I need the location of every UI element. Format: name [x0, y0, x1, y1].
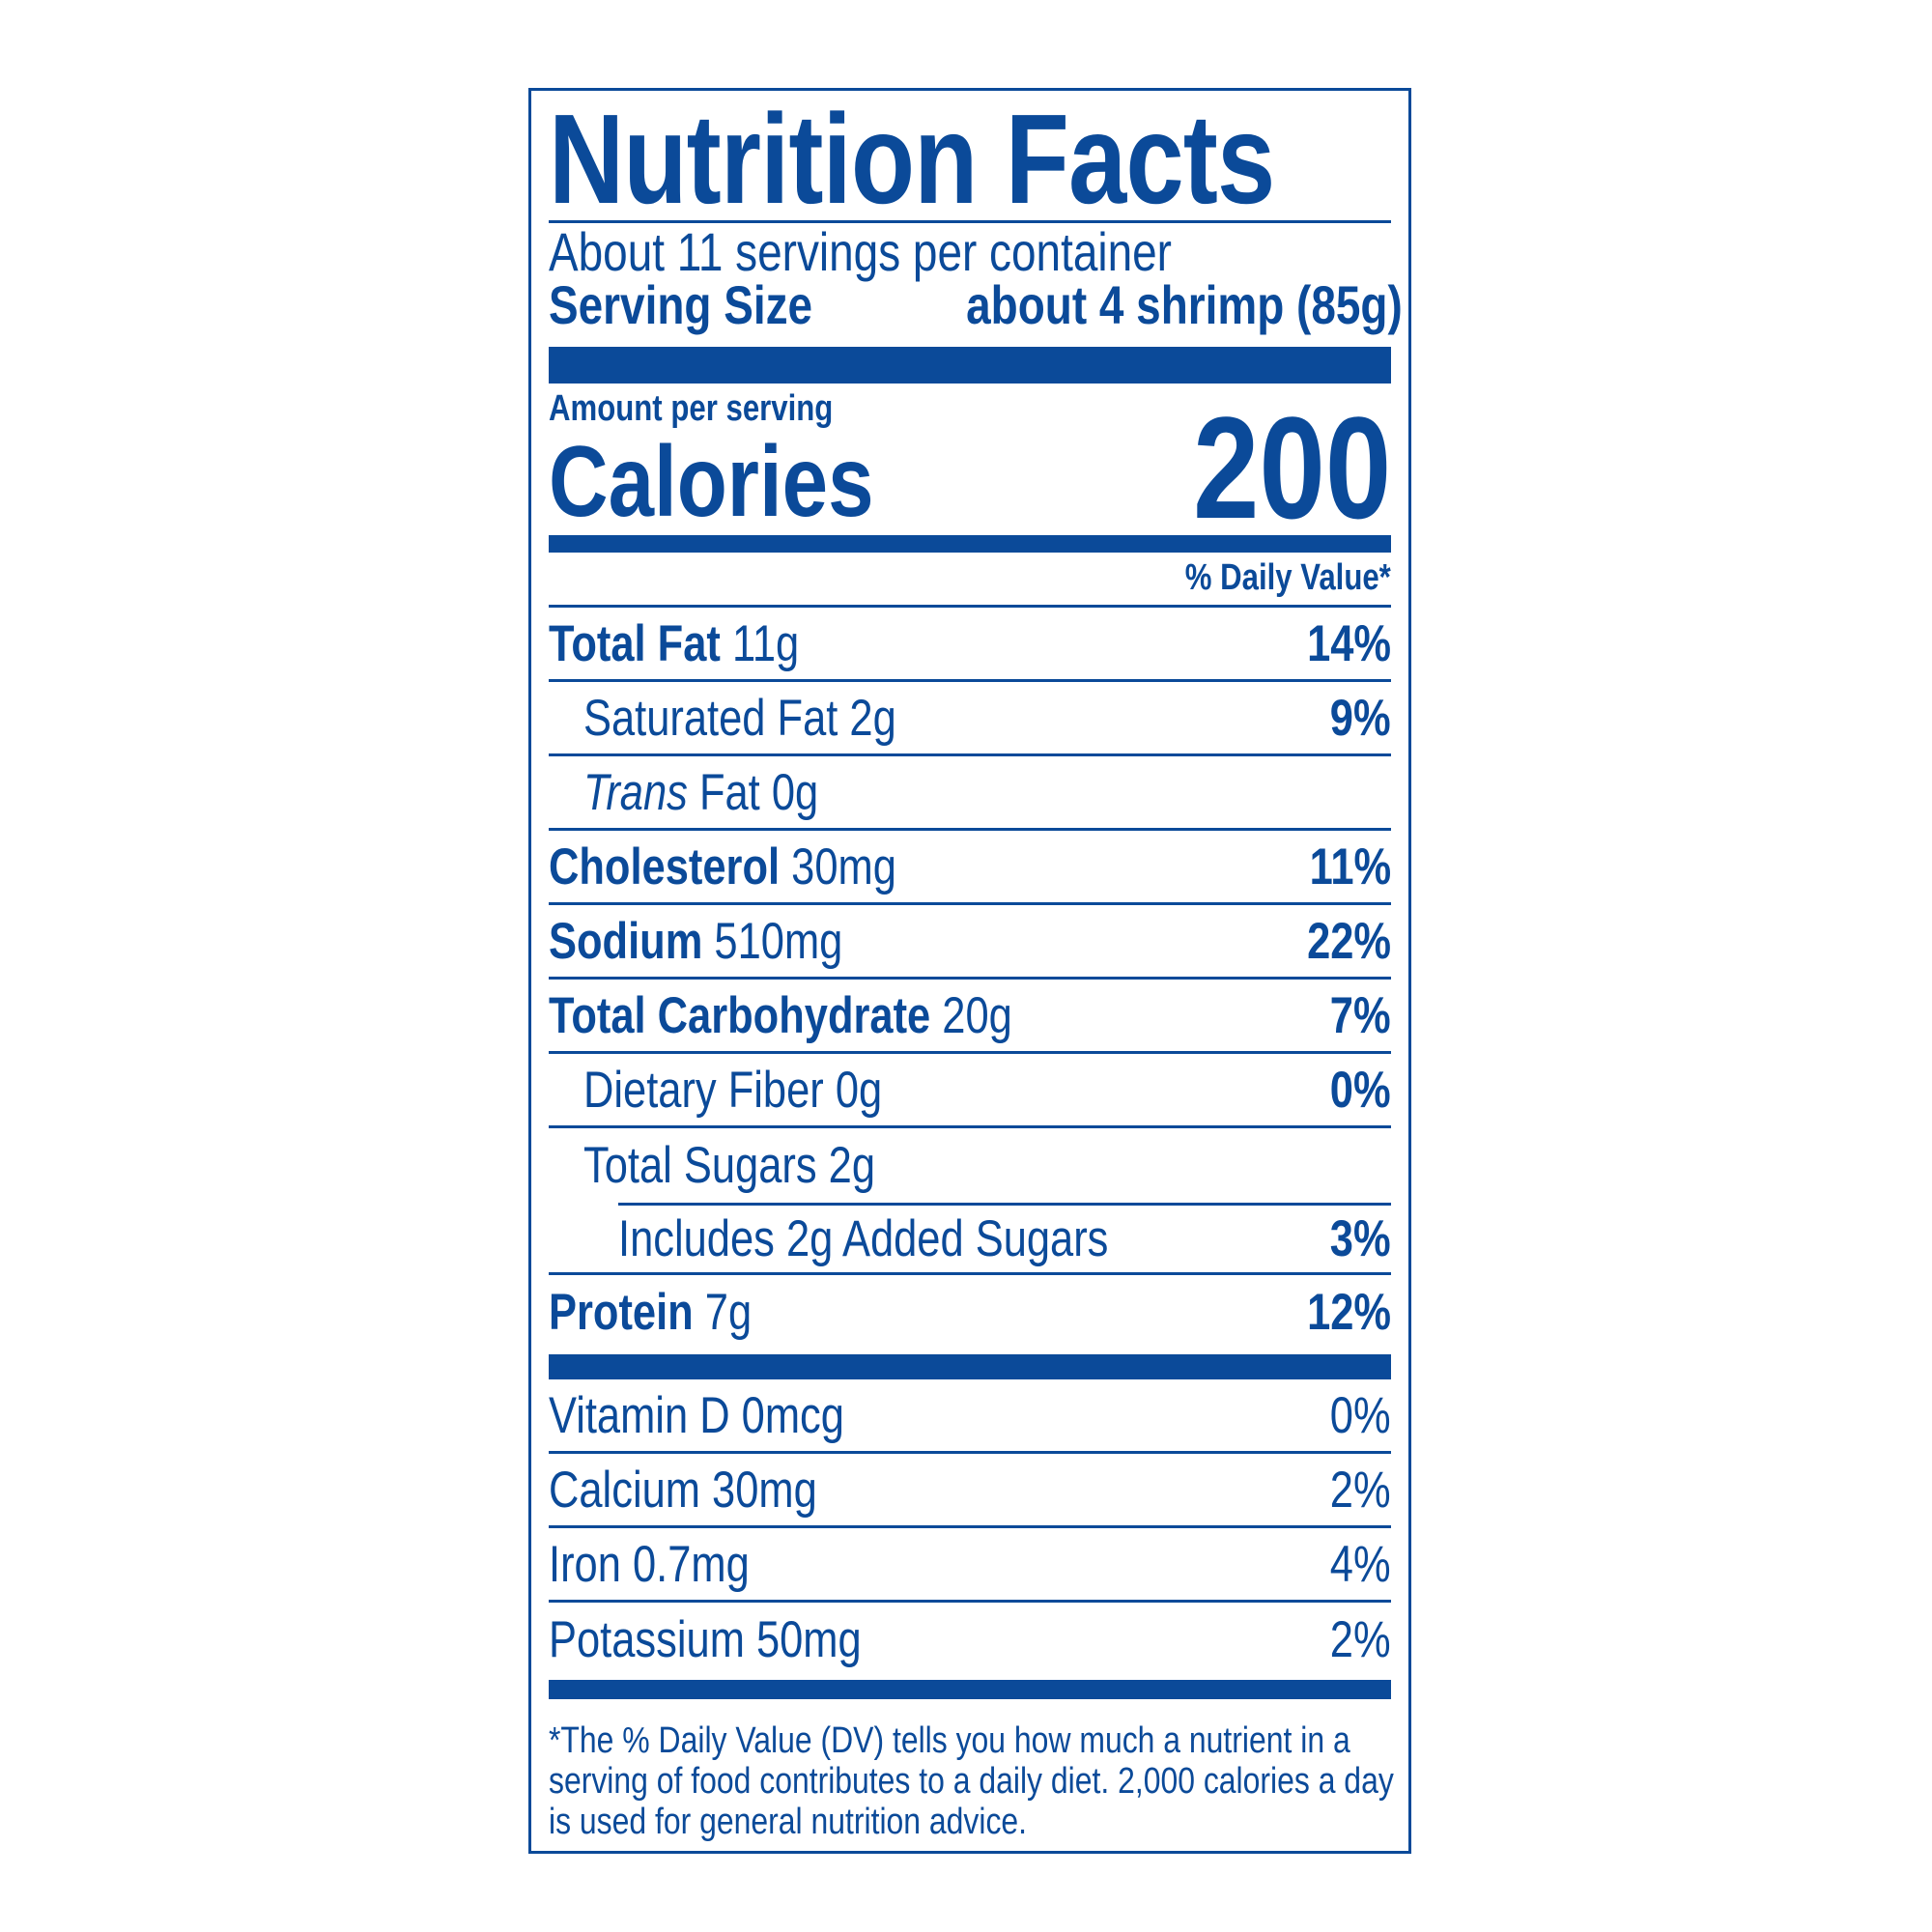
- vitamins-1-dv: 2%: [1330, 1461, 1391, 1519]
- vitamins-2-name: Iron 0.7mg: [549, 1535, 750, 1593]
- medium-divider: [549, 1680, 1391, 1699]
- title: Nutrition Facts: [549, 88, 1275, 230]
- nutrients-3-name: Cholesterol: [549, 838, 781, 895]
- daily-value-footnote: *The % Daily Value (DV) tells you how mu…: [549, 1720, 1394, 1842]
- vitamins-2-dv: 4%: [1330, 1535, 1391, 1593]
- nutrients-9-amount: 7g: [704, 1284, 753, 1341]
- calories-row: Calories 200: [549, 395, 1391, 540]
- vitamins-3-dv: 2%: [1330, 1611, 1391, 1668]
- vitamin-row-vitamin-d: Vitamin D 0mcg 0%: [549, 1379, 1391, 1454]
- nutrients-9-dv: 12%: [1307, 1284, 1391, 1341]
- nutrients-0-dv: 14%: [1307, 614, 1391, 672]
- divider: [549, 605, 1391, 608]
- nutrients-1-name: Saturated Fat 2g: [583, 689, 896, 747]
- serving_size-value: about 4 shrimp (85g): [966, 274, 1403, 335]
- divider: [549, 220, 1391, 223]
- nutrient-row-saturated-fat: Saturated Fat 2g 9%: [549, 682, 1391, 756]
- nutrients-3-dv: 11%: [1309, 838, 1391, 895]
- calories-value: 200: [1192, 386, 1391, 549]
- calories-label: Calories: [549, 426, 874, 538]
- nutrient-row-trans-fat: Trans Fat 0g: [549, 756, 1391, 831]
- nutrient-row-dietary-fiber: Dietary Fiber 0g 0%: [549, 1054, 1391, 1128]
- nutrients-5-amount: 20g: [942, 986, 1012, 1044]
- nutrient-row-added-sugars: Includes 2g Added Sugars 3%: [549, 1206, 1391, 1275]
- vitamins-0-dv: 0%: [1330, 1386, 1391, 1444]
- nutrients-1-dv: 9%: [1330, 689, 1391, 747]
- daily-value-header: % Daily Value*: [549, 557, 1391, 599]
- nutrients-0-name: Total Fat: [549, 614, 721, 672]
- vitamins-3-name: Potassium 50mg: [549, 1611, 862, 1668]
- nutrients-5-dv: 7%: [1330, 986, 1391, 1044]
- thick-divider: [549, 1354, 1391, 1379]
- medium-divider: [549, 535, 1391, 553]
- amount_per_serving: Amount per serving: [549, 388, 834, 429]
- indented-divider: [618, 1203, 1391, 1206]
- servings-per-container: About 11 servings per container: [549, 224, 1391, 280]
- nutrient-row-total-fat: Total Fat 11g 14%: [549, 608, 1391, 682]
- vitamins-1-name: Calcium 30mg: [549, 1461, 817, 1519]
- nutrient-row-sodium: Sodium 510mg 22%: [549, 905, 1391, 980]
- nutrients-3-amount: 30mg: [791, 838, 896, 895]
- serving_size-label: Serving Size: [549, 274, 813, 335]
- nutrition-facts-label: Nutrition Facts About 11 servings per co…: [528, 88, 1411, 1854]
- nutrients-0-amount: 11g: [731, 614, 800, 672]
- vitamin-row-calcium: Calcium 30mg 2%: [549, 1454, 1391, 1528]
- nutrients-5-name: Total Carbohydrate: [549, 986, 931, 1044]
- nutrient-row-total-sugars: Total Sugars 2g: [549, 1128, 1391, 1203]
- nutrients-8-name: Includes 2g Added Sugars: [618, 1210, 1109, 1267]
- footnote-2: is used for general nutrition advice.: [549, 1802, 1028, 1842]
- nutrients-2-name_italic: Trans: [583, 763, 688, 821]
- nutrients-9-name: Protein: [549, 1284, 694, 1341]
- nutrients-2-name: Fat 0g: [698, 763, 819, 821]
- amount-per-serving: Amount per serving: [549, 388, 1391, 430]
- nutrients-4-name: Sodium: [549, 912, 703, 970]
- label-title: Nutrition Facts: [549, 88, 1391, 230]
- vitamin-row-iron: Iron 0.7mg 4%: [549, 1528, 1391, 1603]
- nutrient-row-protein: Protein 7g 12%: [549, 1275, 1391, 1350]
- nutrients-4-amount: 510mg: [714, 912, 843, 970]
- thick-divider: [549, 347, 1391, 384]
- nutrients-8-dv: 3%: [1330, 1210, 1391, 1267]
- vitamins-0-name: Vitamin D 0mcg: [549, 1386, 844, 1444]
- servings: About 11 servings per container: [549, 221, 1172, 282]
- nutrients-4-dv: 22%: [1307, 912, 1391, 970]
- vitamin-row-potassium: Potassium 50mg 2%: [549, 1603, 1391, 1677]
- serving-size: Serving Size about 4 shrimp (85g): [549, 274, 1403, 335]
- footnote-1: serving of food contributes to a daily d…: [549, 1761, 1394, 1802]
- dv_header: % Daily Value*: [1184, 557, 1391, 598]
- nutrient-row-cholesterol: Cholesterol 30mg 11%: [549, 831, 1391, 905]
- nutrient-row-total-carbohydrate: Total Carbohydrate 20g 7%: [549, 980, 1391, 1054]
- nutrients-7-name: Total Sugars 2g: [583, 1137, 876, 1194]
- footnote-0: *The % Daily Value (DV) tells you how mu…: [549, 1720, 1350, 1761]
- nutrients-6-name: Dietary Fiber 0g: [583, 1061, 883, 1119]
- nutrients-6-dv: 0%: [1330, 1061, 1391, 1119]
